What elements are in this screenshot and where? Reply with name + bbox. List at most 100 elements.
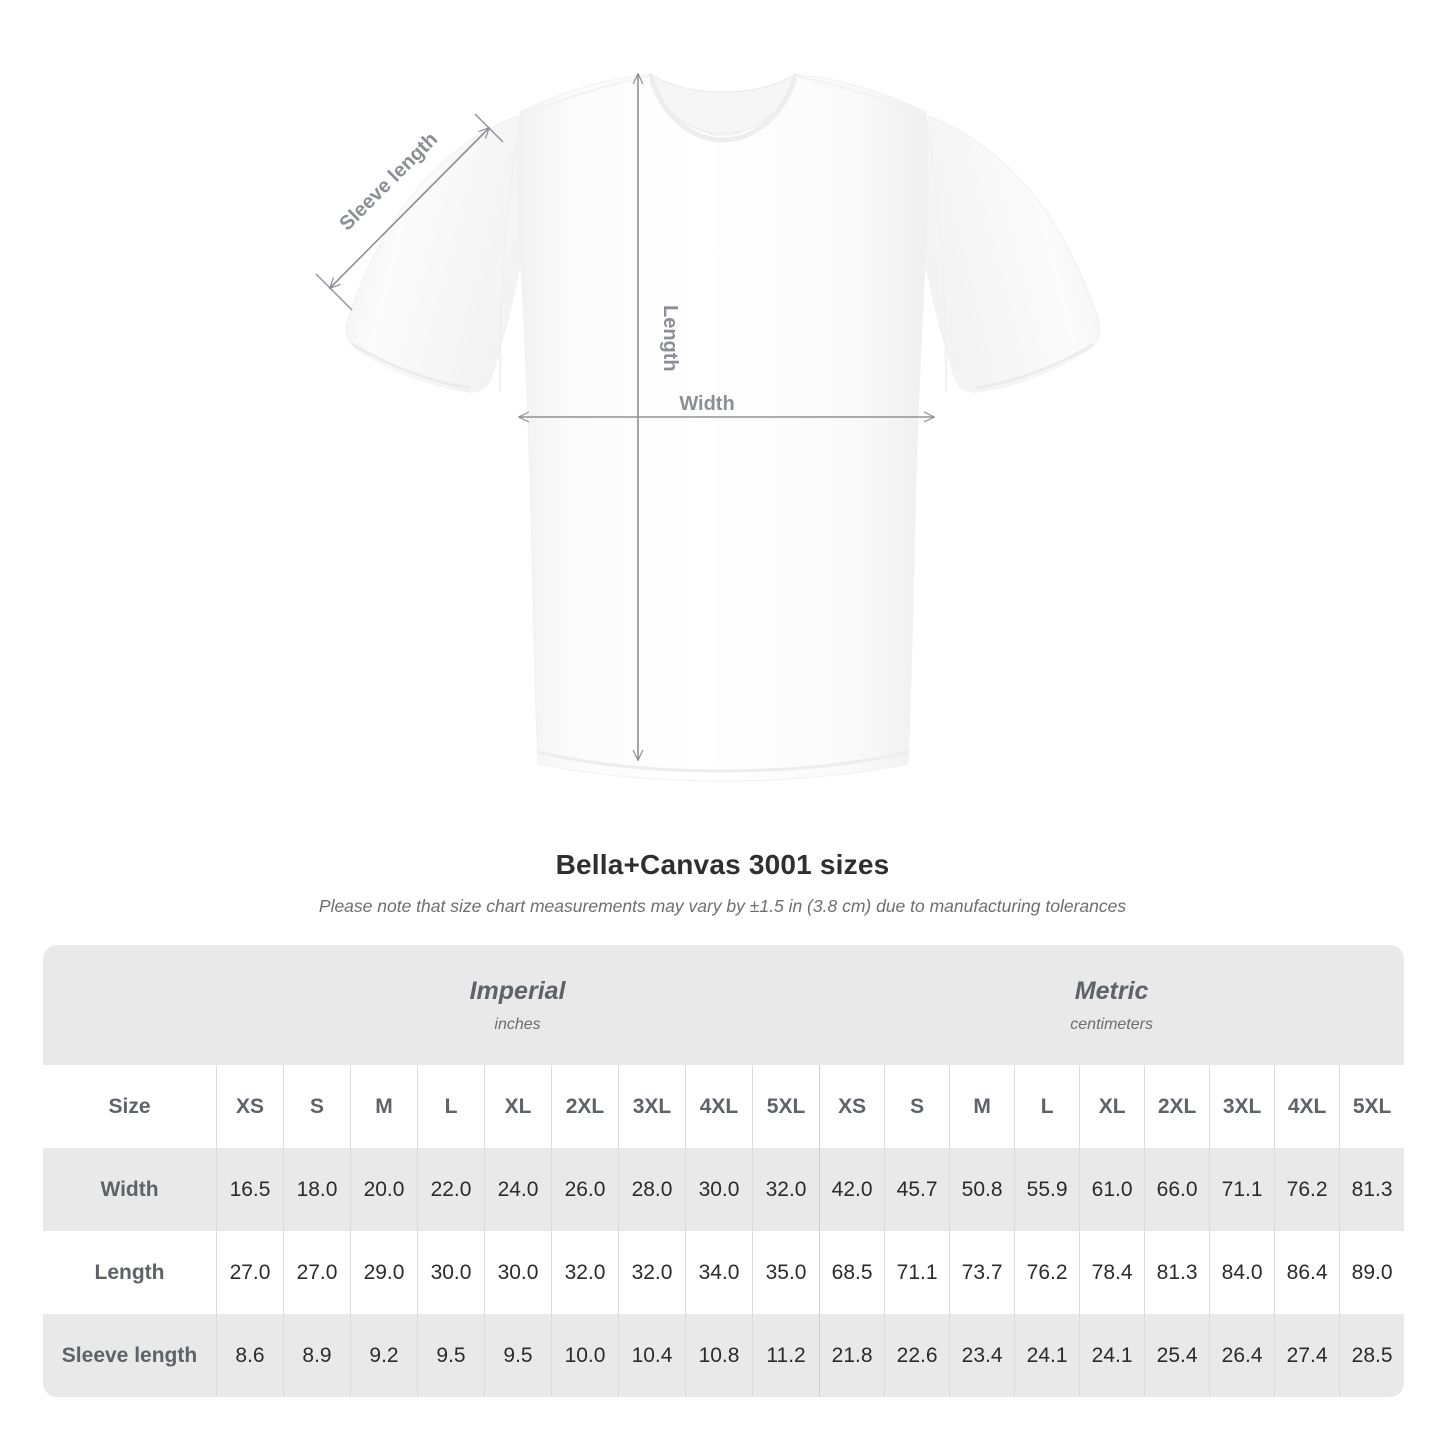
unit-group-imperial-name: Imperial [469,976,566,1005]
cell-length-metric-4xl: 86.4 [1274,1231,1340,1314]
size-col-metric-xs: XS [819,1065,885,1148]
unit-header-spacer [43,945,216,1065]
cell-width-imperial-m: 20.0 [350,1148,417,1231]
size-header-row: Size XS S M L XL 2XL 3XL 4XL 5XL XS S M … [43,1065,1405,1148]
cell-sleeve-metric-xl: 24.1 [1079,1314,1145,1397]
cell-length-imperial-xs: 27.0 [216,1231,283,1314]
cell-width-imperial-s: 18.0 [283,1148,350,1231]
size-chart-table: Imperial inches Metric centimeters Size … [43,945,1405,1397]
cell-sleeve-metric-s: 22.6 [884,1314,950,1397]
tshirt-measurement-diagram: Sleeve length Length Width [315,72,1101,782]
cell-length-imperial-s: 27.0 [283,1231,350,1314]
size-col-imperial-2xl: 2XL [551,1065,618,1148]
cell-sleeve-metric-3xl: 26.4 [1209,1314,1275,1397]
right-shoulder-seam [795,75,926,117]
unit-group-imperial-sub: inches [494,1015,541,1033]
cell-length-metric-xs: 68.5 [819,1231,885,1314]
size-col-imperial-m: M [350,1065,417,1148]
size-col-metric-4xl: 4XL [1274,1065,1340,1148]
size-col-imperial-xl: XL [484,1065,551,1148]
unit-group-metric-sub: centimeters [1070,1015,1153,1033]
size-col-metric-3xl: 3XL [1209,1065,1275,1148]
cell-sleeve-imperial-xl: 9.5 [484,1314,551,1397]
width-dimension: Width [519,393,934,417]
cell-width-imperial-3xl: 28.0 [618,1148,685,1231]
right-sleeve-hem [975,342,1095,390]
left-shoulder-seam [520,75,651,117]
cell-sleeve-imperial-2xl: 10.0 [551,1314,618,1397]
row-label-width: Width [43,1148,216,1231]
table-row: Sleeve length 8.6 8.9 9.2 9.5 9.5 10.0 1… [43,1314,1405,1397]
length-label: Length [659,305,681,372]
size-col-imperial-4xl: 4XL [685,1065,752,1148]
cell-width-imperial-l: 22.0 [417,1148,484,1231]
cell-width-metric-l: 55.9 [1014,1148,1080,1231]
size-col-metric-l: L [1014,1065,1080,1148]
cell-sleeve-metric-m: 23.4 [949,1314,1015,1397]
unit-group-imperial: Imperial inches [216,945,820,1065]
size-col-metric-xl: XL [1079,1065,1145,1148]
size-col-imperial-5xl: 5XL [752,1065,820,1148]
unit-group-metric-name: Metric [1074,976,1149,1005]
cell-length-imperial-3xl: 32.0 [618,1231,685,1314]
cell-width-imperial-4xl: 30.0 [685,1148,752,1231]
sleeve-length-cap-top [474,113,504,143]
cell-sleeve-metric-4xl: 27.4 [1274,1314,1340,1397]
cell-sleeve-imperial-l: 9.5 [417,1314,484,1397]
cell-sleeve-metric-2xl: 25.4 [1144,1314,1210,1397]
cell-length-imperial-l: 30.0 [417,1231,484,1314]
sleeve-length-arrow [330,128,489,288]
cell-length-imperial-m: 29.0 [350,1231,417,1314]
cell-width-metric-xl: 61.0 [1079,1148,1145,1231]
cell-width-imperial-xs: 16.5 [216,1148,283,1231]
cell-width-metric-4xl: 76.2 [1274,1148,1340,1231]
cell-sleeve-metric-5xl: 28.5 [1339,1314,1405,1397]
size-col-imperial-s: S [283,1065,350,1148]
left-sleeve [345,115,525,393]
size-col-metric-m: M [949,1065,1015,1148]
cell-length-metric-l: 76.2 [1014,1231,1080,1314]
cell-length-metric-m: 73.7 [949,1231,1015,1314]
cell-sleeve-imperial-4xl: 10.8 [685,1314,752,1397]
right-armhole-seam [924,117,947,393]
cell-sleeve-imperial-m: 9.2 [350,1314,417,1397]
size-col-imperial-3xl: 3XL [618,1065,685,1148]
cell-length-metric-3xl: 84.0 [1209,1231,1275,1314]
title-block: Bella+Canvas 3001 sizes Please note that… [0,848,1445,918]
cell-length-imperial-2xl: 32.0 [551,1231,618,1314]
cell-width-metric-2xl: 66.0 [1144,1148,1210,1231]
size-col-metric-5xl: 5XL [1339,1065,1405,1148]
cell-sleeve-metric-xs: 21.8 [819,1314,885,1397]
row-label-sleeve-length: Sleeve length [43,1314,216,1397]
cell-length-metric-5xl: 89.0 [1339,1231,1405,1314]
cell-width-metric-xs: 42.0 [819,1148,885,1231]
cell-width-metric-3xl: 71.1 [1209,1148,1275,1231]
right-sleeve [921,115,1101,393]
cell-sleeve-imperial-xs: 8.6 [216,1314,283,1397]
cell-width-imperial-xl: 24.0 [484,1148,551,1231]
tshirt-body [517,73,929,782]
cell-sleeve-imperial-3xl: 10.4 [618,1314,685,1397]
size-col-imperial-xs: XS [216,1065,283,1148]
cell-width-imperial-5xl: 32.0 [752,1148,820,1231]
left-armhole-seam [499,117,522,393]
row-header-size: Size [43,1065,216,1148]
cell-width-imperial-2xl: 26.0 [551,1148,618,1231]
cell-width-metric-5xl: 81.3 [1339,1148,1405,1231]
cell-sleeve-imperial-s: 8.9 [283,1314,350,1397]
cell-sleeve-imperial-5xl: 11.2 [752,1314,820,1397]
collar-ribbing [649,77,797,143]
unit-group-metric: Metric centimeters [819,945,1405,1065]
size-col-metric-2xl: 2XL [1144,1065,1210,1148]
table-row: Width 16.5 18.0 20.0 22.0 24.0 26.0 28.0… [43,1148,1405,1231]
cell-length-metric-s: 71.1 [884,1231,950,1314]
cell-length-metric-xl: 78.4 [1079,1231,1145,1314]
width-label: Width [679,393,734,415]
size-col-metric-s: S [884,1065,950,1148]
cell-sleeve-metric-l: 24.1 [1014,1314,1080,1397]
unit-header-row: Imperial inches Metric centimeters [43,945,1405,1065]
left-sleeve-hem [351,342,471,390]
tshirt-illustration [345,72,1101,782]
sleeve-length-cap-bottom [315,273,353,311]
